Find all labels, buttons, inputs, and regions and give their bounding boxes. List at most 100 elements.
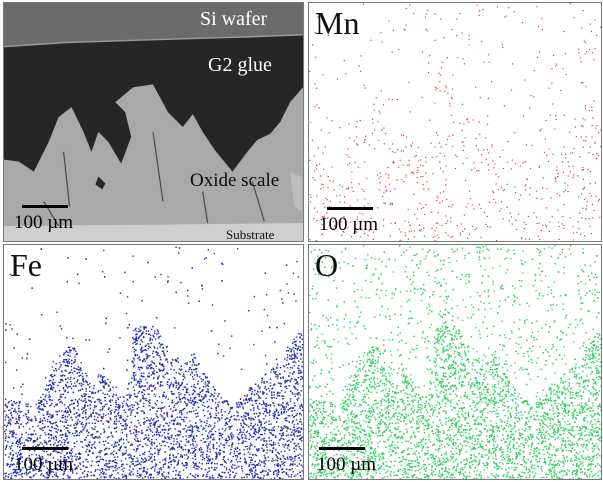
element-dot (427, 188, 430, 190)
element-dot (427, 71, 430, 74)
element-dot (136, 395, 138, 398)
element-dot (81, 372, 84, 375)
element-dot (9, 324, 11, 326)
element-dot (285, 420, 288, 422)
element-dot (289, 348, 291, 350)
element-dot (388, 148, 390, 150)
element-dot (235, 472, 237, 475)
element-dot (131, 360, 133, 363)
element-dot (78, 432, 81, 434)
element-dot (118, 467, 120, 469)
element-dot (188, 440, 190, 442)
element-dot (287, 292, 290, 294)
element-dot (594, 48, 596, 50)
element-dot (461, 103, 464, 105)
element-dot (192, 430, 194, 433)
element-dot (114, 420, 116, 423)
element-dot (146, 375, 149, 377)
element-dot (52, 457, 55, 459)
element-dot (75, 416, 77, 419)
element-dot (206, 376, 208, 379)
element-dot (48, 416, 50, 418)
element-dot (54, 422, 57, 424)
element-dot (41, 409, 43, 411)
element-dot (155, 431, 158, 434)
element-dot (168, 473, 170, 475)
element-dot (273, 459, 275, 462)
element-dot (216, 442, 218, 444)
element-dot (40, 474, 42, 476)
element-dot (280, 461, 283, 463)
element-dot (168, 436, 171, 439)
element-dot (284, 391, 286, 393)
element-dot (143, 412, 145, 414)
element-dot (138, 422, 140, 424)
element-dot (273, 429, 275, 431)
element-dot (293, 357, 296, 360)
element-dot (61, 402, 64, 404)
element-dot (313, 217, 315, 220)
element-dot (117, 398, 120, 401)
element-dot (276, 366, 278, 368)
element-dot (149, 425, 152, 427)
element-dot (246, 473, 249, 475)
element-dot (195, 371, 197, 373)
element-dot (73, 349, 75, 351)
element-dot (296, 336, 298, 338)
element-dot (298, 368, 300, 370)
element-dot (240, 415, 243, 418)
element-dot (230, 435, 232, 437)
element-dot (192, 375, 194, 378)
element-dot (68, 372, 70, 374)
element-dot (94, 437, 96, 439)
element-dot (40, 248, 42, 250)
element-dot (104, 468, 107, 471)
element-dot (549, 114, 551, 116)
element-dot (243, 416, 245, 418)
element-dot (103, 431, 105, 434)
element-dot (363, 141, 365, 143)
element-dot (203, 427, 206, 430)
element-dot (64, 418, 67, 420)
element-dot (95, 405, 97, 408)
element-dot (268, 429, 271, 432)
element-dot (251, 400, 253, 402)
element-dot (278, 444, 280, 447)
element-dot (250, 387, 252, 390)
element-dot (552, 103, 554, 105)
element-dot (273, 473, 275, 476)
element-dot (45, 459, 47, 462)
element-dot (360, 55, 362, 57)
element-dot (202, 373, 204, 375)
element-dot (84, 398, 87, 400)
element-dot (567, 161, 569, 163)
element-dot (242, 406, 244, 408)
element-dot (215, 417, 217, 419)
element-dot (154, 452, 156, 455)
element-dot (284, 417, 286, 420)
element-dot (174, 418, 177, 420)
element-dot (298, 370, 300, 372)
element-dot (223, 460, 226, 462)
element-dot (362, 213, 364, 215)
element-dot (166, 415, 169, 417)
element-dot (265, 459, 267, 462)
element-dot (158, 443, 161, 445)
element-dot (252, 467, 255, 469)
element-dot (193, 437, 195, 440)
element-dot (285, 473, 288, 475)
element-dot (77, 465, 79, 467)
element-dot (51, 426, 53, 428)
element-dot (277, 471, 279, 474)
element-dot (156, 354, 159, 356)
element-dot (154, 338, 157, 340)
element-dot (197, 406, 200, 409)
element-dot (40, 473, 43, 475)
element-dot (270, 478, 273, 479)
element-dot (373, 109, 376, 111)
element-dot (437, 197, 439, 199)
element-dot (147, 376, 149, 378)
element-dot (19, 411, 21, 413)
element-dot (201, 284, 203, 287)
element-dot (39, 456, 41, 458)
